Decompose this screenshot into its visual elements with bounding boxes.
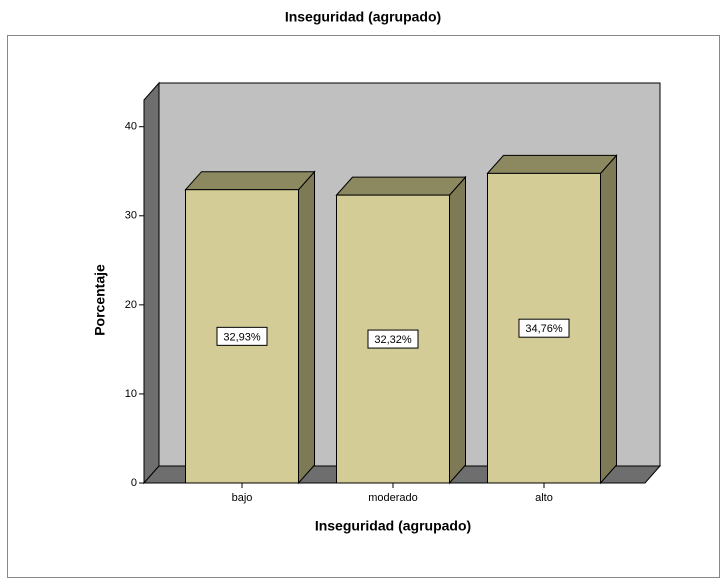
value-label-box	[216, 326, 268, 346]
value-label: 32,32%	[374, 334, 412, 346]
bar-top	[335, 176, 467, 196]
bar-side	[449, 175, 466, 485]
x-tick-label: alto	[535, 492, 553, 504]
left-wall	[143, 81, 160, 485]
bar-side	[600, 154, 617, 485]
y-tick-label: 0	[131, 477, 137, 489]
bar-side	[298, 170, 315, 485]
x-axis-label: Inseguridad (agrupado)	[315, 518, 471, 534]
bar-top	[184, 171, 316, 191]
y-tick-label: 30	[125, 210, 137, 222]
value-label-box	[367, 329, 419, 349]
value-label: 32,93%	[223, 331, 261, 343]
y-tick-label: 40	[125, 121, 137, 133]
x-tick-label: bajo	[232, 492, 253, 504]
y-tick-label: 20	[125, 299, 137, 311]
value-label: 34,76%	[525, 323, 563, 335]
y-tick-label: 10	[125, 388, 137, 400]
x-tick-label: moderado	[368, 492, 418, 504]
value-label-box	[518, 318, 570, 338]
bar-top	[486, 154, 618, 174]
y-axis-label: Porcentaje	[92, 264, 108, 336]
chart-title: Inseguridad (agrupado)	[285, 9, 441, 25]
